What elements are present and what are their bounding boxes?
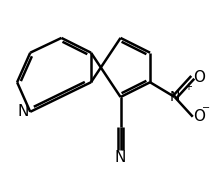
Text: N: N bbox=[115, 150, 126, 165]
Text: O: O bbox=[193, 109, 205, 124]
Text: N: N bbox=[17, 104, 29, 119]
Text: N: N bbox=[169, 90, 180, 104]
Text: O: O bbox=[193, 70, 205, 85]
Text: −: − bbox=[202, 103, 210, 113]
Text: +: + bbox=[184, 82, 192, 92]
